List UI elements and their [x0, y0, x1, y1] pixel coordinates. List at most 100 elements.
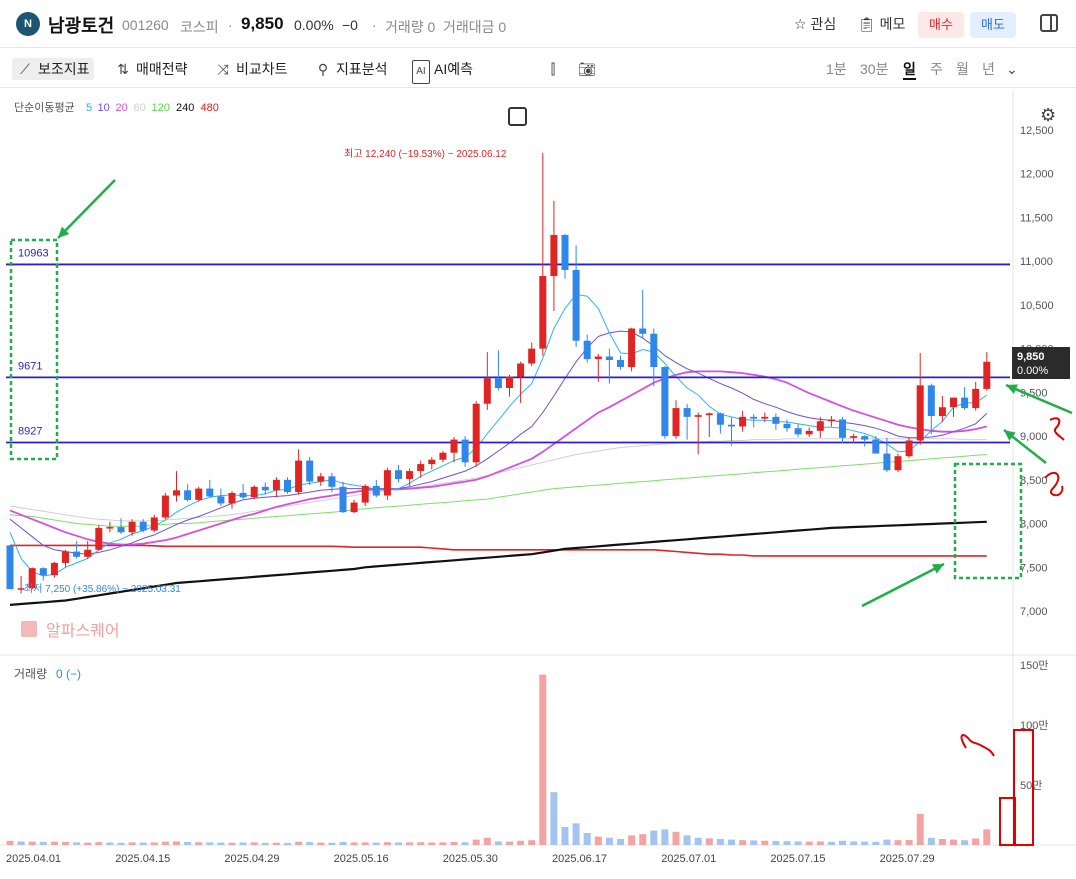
candle-body: [983, 361, 991, 389]
volume-bar: [850, 841, 858, 845]
current-price-tag-pct: 0.00%: [1017, 365, 1048, 377]
dashed-annotation-box: [9, 238, 59, 461]
drawing-tool-icon[interactable]: [508, 107, 527, 126]
candle-body: [28, 568, 36, 589]
candle-body: [250, 486, 258, 498]
candle-body: [117, 527, 125, 533]
y-tick-label: 11,500: [1020, 212, 1053, 224]
candle-body: [106, 527, 114, 529]
x-axis-label: 2025.06.17: [552, 853, 607, 865]
volume-bar: [728, 839, 735, 845]
volume-bar: [950, 839, 957, 845]
volume-bar: [561, 827, 569, 845]
candle-body: [816, 421, 824, 431]
annotation-arrow: [1005, 383, 1073, 415]
ma-line-ma5: [9, 293, 988, 577]
period-day[interactable]: 일: [903, 58, 916, 80]
volume-bar: [905, 839, 913, 845]
volume-bar: [261, 842, 269, 845]
period-month[interactable]: 월: [956, 61, 969, 77]
search-chart-icon: ⚲: [317, 61, 329, 77]
volume-bar: [750, 840, 758, 845]
candle-body: [406, 471, 414, 479]
annotation-arrowhead: [1004, 430, 1016, 441]
candle-body: [217, 496, 225, 504]
ma-line-ma480: [10, 544, 987, 557]
side-panel-icon[interactable]: [1040, 14, 1058, 32]
volume-bar: [50, 841, 58, 845]
candle-body: [539, 276, 547, 349]
candle-body: [894, 456, 902, 471]
period-30min[interactable]: 30분: [860, 61, 889, 77]
volume-bar: [550, 792, 558, 845]
volume-bar: [594, 836, 602, 845]
chevron-down-icon[interactable]: ⌄: [1006, 61, 1018, 77]
candle-body: [694, 415, 702, 417]
candle-body: [350, 502, 358, 513]
volume-bar: [73, 842, 81, 845]
period-year[interactable]: 년: [982, 61, 995, 77]
candle-body: [6, 545, 14, 590]
candle-body: [772, 416, 780, 424]
indicators-button[interactable]: ⟋ 보조지표: [12, 58, 94, 80]
candle-style-icon[interactable]: ⫿: [550, 61, 556, 77]
candle-body: [550, 234, 558, 277]
volume-bar: [95, 842, 103, 845]
separator: ·: [228, 17, 233, 33]
candle-body: [938, 407, 946, 416]
candle-body: [972, 388, 980, 409]
ma-legend-period: 5: [86, 102, 92, 114]
period-week[interactable]: 주: [930, 61, 943, 77]
sell-button[interactable]: 매도: [970, 12, 1016, 38]
camera-icon[interactable]: 📷︎: [578, 61, 596, 77]
candle-body: [17, 588, 25, 590]
annotation-arrowhead: [1006, 384, 1018, 395]
volume-bar: [494, 841, 502, 845]
ma-legend-period: 60: [134, 102, 146, 114]
volume-bar: [705, 838, 713, 845]
candle-body: [95, 527, 103, 550]
ai-forecast-button[interactable]: AI AI예측: [412, 58, 473, 84]
y-tick-label: 11,000: [1020, 256, 1053, 268]
candle-body: [916, 385, 924, 441]
candle-body: [883, 453, 891, 471]
annotation-arrow: [57, 179, 116, 239]
candle-body: [483, 378, 491, 404]
candle-body: [950, 397, 957, 408]
volume-bar: [827, 841, 835, 845]
period-1min[interactable]: 1분: [826, 61, 847, 77]
memo-button[interactable]: 📋︎ 메모: [858, 16, 906, 32]
current-price-tag-value: 9,850: [1017, 351, 1045, 363]
analysis-button[interactable]: ⚲ 지표분석: [314, 58, 388, 80]
x-axis-label: 2025.07.29: [880, 853, 935, 865]
x-axis-label: 2025.07.15: [770, 853, 825, 865]
candle-body: [506, 376, 513, 388]
horizontal-line-label: 9671: [18, 360, 42, 372]
y-tick-label: 12,500: [1020, 125, 1054, 137]
volume-bar: [439, 842, 447, 845]
y-tick-label: 8,000: [1020, 519, 1048, 531]
stock-name[interactable]: 남광토건: [48, 16, 115, 36]
strategy-button[interactable]: ⇅ 매매전략: [114, 58, 187, 80]
candle-body: [139, 521, 147, 531]
watermark: 알파스퀘어: [46, 622, 120, 640]
candle-body: [395, 470, 402, 479]
gear-icon[interactable]: ⚙: [1040, 105, 1057, 125]
volume-bar: [383, 842, 391, 845]
candle-body: [383, 470, 391, 496]
red-mark-box: [1013, 729, 1034, 846]
candle-body: [783, 423, 791, 429]
buy-button[interactable]: 매수: [918, 12, 964, 38]
candle-body: [306, 460, 314, 482]
volume-bar: [861, 841, 869, 845]
candle-body: [594, 356, 602, 360]
compare-button[interactable]: ⤨ 비교차트: [214, 58, 287, 80]
volume-bar: [84, 842, 92, 845]
candle-body: [439, 452, 447, 460]
updown-arrows-icon: ⇅: [117, 61, 129, 77]
volume-bar: [672, 831, 680, 845]
watchlist-button[interactable]: ☆ 관심: [794, 16, 837, 32]
volume-bar: [372, 842, 380, 845]
volume-axis-label: 100만: [1020, 719, 1048, 732]
